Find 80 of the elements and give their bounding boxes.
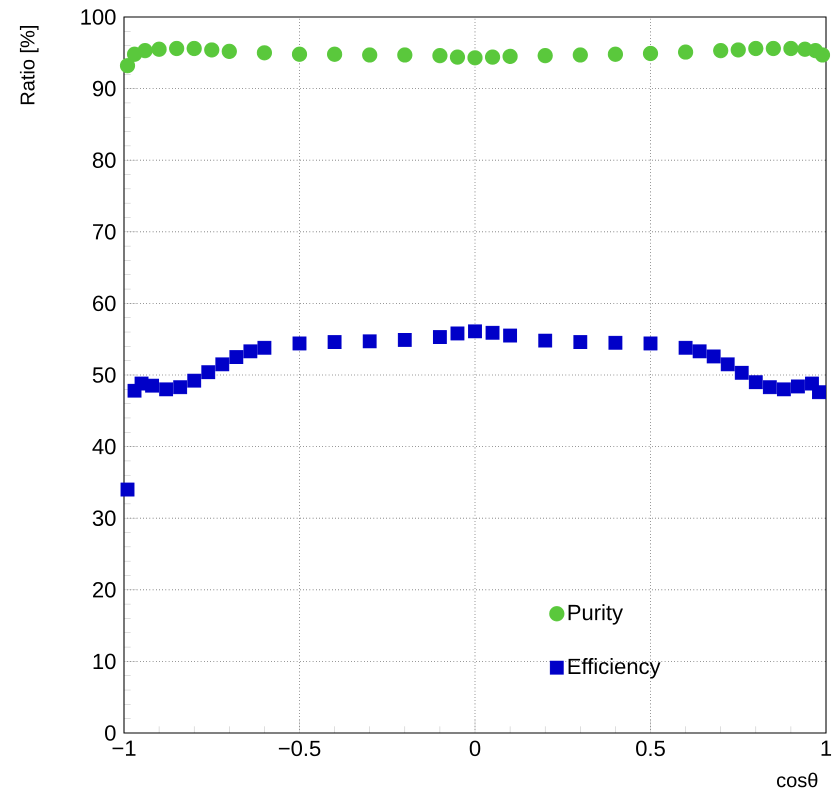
point <box>204 42 220 58</box>
point <box>762 380 777 394</box>
point <box>783 40 799 56</box>
point <box>692 344 707 358</box>
point <box>468 324 482 338</box>
point <box>730 42 746 58</box>
point <box>173 380 188 394</box>
point <box>572 47 588 63</box>
point <box>608 336 622 350</box>
point <box>706 349 721 364</box>
x-tick-label: −1 <box>112 740 136 756</box>
y-tick-label: 50 <box>92 367 116 383</box>
point <box>678 340 693 355</box>
point <box>484 49 500 65</box>
point <box>776 382 791 396</box>
x-tick-label: 1 <box>822 740 832 756</box>
point <box>159 382 174 396</box>
point <box>766 40 781 56</box>
point <box>362 334 377 348</box>
point <box>327 46 342 62</box>
point <box>573 335 588 349</box>
point <box>467 50 483 66</box>
point <box>362 47 378 63</box>
point <box>713 43 728 58</box>
point <box>120 482 134 496</box>
y-tick-label: 10 <box>94 654 116 670</box>
point <box>608 46 624 62</box>
point <box>734 366 749 380</box>
point <box>215 357 230 372</box>
point <box>503 328 518 343</box>
point <box>187 374 202 388</box>
point <box>169 40 184 56</box>
y-tick-label: 20 <box>93 582 116 598</box>
point <box>222 44 237 59</box>
point <box>186 40 202 56</box>
point <box>642 46 658 62</box>
y-tick-label: 90 <box>92 80 116 96</box>
point <box>256 45 272 60</box>
point <box>137 43 153 58</box>
y-tick-label: 100 <box>81 9 116 25</box>
point <box>538 334 552 348</box>
point <box>748 40 764 56</box>
point <box>292 336 306 350</box>
point <box>257 340 272 355</box>
point <box>812 385 826 400</box>
legend-label: Purity <box>568 604 623 625</box>
y-tick-label: 60 <box>93 296 116 312</box>
point <box>538 48 553 64</box>
y-tick-label: 70 <box>93 224 116 240</box>
x-axis-title: cosθ <box>777 772 818 788</box>
point <box>748 375 763 390</box>
point <box>398 332 412 347</box>
point <box>790 380 805 394</box>
point <box>120 58 136 74</box>
point <box>292 46 308 62</box>
point <box>145 378 160 393</box>
point <box>432 330 447 344</box>
point <box>201 365 216 380</box>
x-tick-label: 0 <box>470 740 480 756</box>
y-tick-label: 30 <box>92 510 116 526</box>
point <box>151 42 167 57</box>
point <box>229 350 244 364</box>
y-tick-label: 80 <box>92 152 116 168</box>
point <box>502 48 518 64</box>
point <box>450 326 464 340</box>
point <box>450 49 466 65</box>
y-tick-label: 40 <box>92 438 116 454</box>
point <box>720 357 735 372</box>
x-tick-label: −0.5 <box>278 740 320 756</box>
y-axis-title: Ratio [%] <box>20 26 39 104</box>
point <box>243 344 258 358</box>
legend-label: Efficiency <box>568 658 661 679</box>
point <box>486 326 500 340</box>
point <box>644 336 658 350</box>
point <box>432 48 448 64</box>
x-tick-label: 0.5 <box>636 740 665 756</box>
point <box>678 44 694 60</box>
point <box>328 335 342 349</box>
point <box>397 47 412 63</box>
y-tick-label: 0 <box>105 725 116 741</box>
